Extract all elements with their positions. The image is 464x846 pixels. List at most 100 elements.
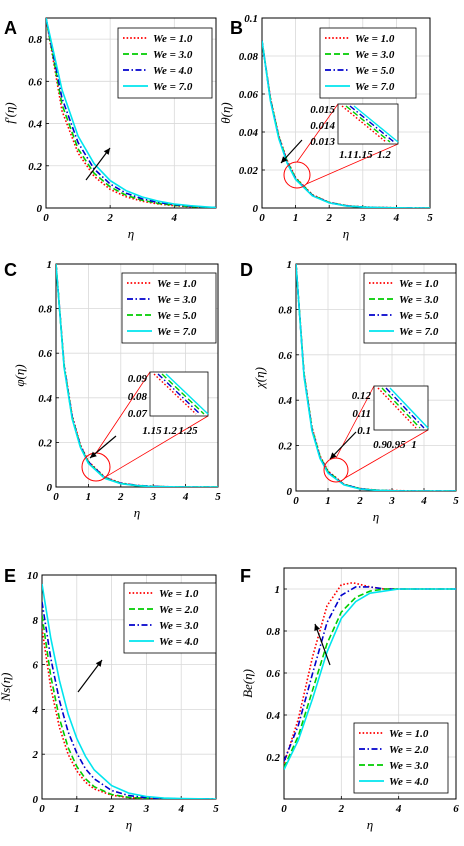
trend-arrow xyxy=(85,147,111,181)
x-tick-label: 0 xyxy=(53,491,59,503)
inset-x-tick-label: 1.15 xyxy=(142,425,162,437)
y-tick-label: 0.8 xyxy=(38,304,52,316)
arrow-head xyxy=(90,451,97,458)
y-tick-label: 0 xyxy=(287,486,293,498)
x-tick-label: 5 xyxy=(453,495,459,507)
zoom-inset: 0.12 0.11 0.10.9 0.95 1 xyxy=(323,385,429,483)
legend-entry: We = 3.0 xyxy=(159,620,199,632)
series-line-4 xyxy=(296,264,456,491)
legend: We = 1.0 We = 2.0 We = 3.0 We = 4.0 xyxy=(353,722,449,794)
x-axis-label: η xyxy=(134,505,140,520)
arrow-head xyxy=(103,148,110,155)
series-line-4 xyxy=(284,588,456,770)
panel-label: C xyxy=(4,260,17,280)
legend-entry: We = 7.0 xyxy=(153,81,193,93)
inset-x-tick-label: 1.1 xyxy=(339,149,353,161)
panel-label: A xyxy=(4,18,17,38)
x-axis-label: η xyxy=(343,226,349,241)
y-tick-label: 0.8 xyxy=(266,626,280,638)
x-tick-label: 2 xyxy=(106,212,113,224)
inset-y-tick-label: 0.07 xyxy=(128,408,148,420)
series-line-3 xyxy=(46,18,216,208)
x-axis-label: η xyxy=(367,817,373,832)
series-line-4 xyxy=(56,264,218,487)
legend-entry: We = 3.0 xyxy=(157,294,197,306)
inset-x-tick-label: 0.95 xyxy=(386,439,406,451)
x-tick-label: 4 xyxy=(420,495,427,507)
y-tick-label: 0.4 xyxy=(278,395,292,407)
y-axis-label: f′(η) xyxy=(2,102,17,124)
legend-entry: We = 7.0 xyxy=(399,326,439,338)
legend-entry: We = 4.0 xyxy=(389,776,429,788)
series-line-2 xyxy=(284,586,456,762)
legend: We = 1.0 We = 3.0 We = 5.0 We = 7.0 xyxy=(363,272,457,344)
zoom-connector xyxy=(296,103,339,163)
x-axis-label: η xyxy=(128,226,134,241)
y-tick-label: 1 xyxy=(275,584,281,596)
inset-y-tick-label: 0.1 xyxy=(357,425,371,437)
y-tick-label: 0 xyxy=(253,203,259,215)
y-axis-label: φ(η) xyxy=(12,364,27,386)
y-tick-label: 0.6 xyxy=(28,76,42,88)
inset-x-tick-label: 1.2 xyxy=(163,425,177,437)
legend-entry: We = 3.0 xyxy=(153,49,193,61)
inset-y-tick-label: 0.12 xyxy=(352,390,372,402)
panel-F: F 0 2 4 6 0.2 0.4 0.6 0.8 1 η Be(η) We = 1.0 We = 2.0… xyxy=(240,566,459,832)
inset-series-3 xyxy=(385,387,425,429)
x-tick-label: 3 xyxy=(388,495,395,507)
x-tick-label: 1 xyxy=(293,212,299,224)
series-line-3 xyxy=(42,601,216,799)
x-tick-label: 0 xyxy=(293,495,299,507)
inset-x-tick-label: 1 xyxy=(411,439,417,451)
inset-series-1 xyxy=(153,373,197,415)
y-tick-label: 0.8 xyxy=(278,304,292,316)
y-tick-label: 10 xyxy=(27,570,39,582)
y-tick-label: 8 xyxy=(33,615,39,627)
axes-frame xyxy=(41,574,217,800)
legend: We = 1.0 We = 3.0 We = 5.0 We = 7.0 xyxy=(121,272,217,344)
zoom-connector xyxy=(95,371,151,454)
inset-y-tick-label: 0.015 xyxy=(310,104,335,116)
x-tick-label: 5 xyxy=(213,803,219,815)
y-tick-label: 0.4 xyxy=(28,119,42,131)
axes-frame xyxy=(261,17,431,209)
legend-entry: We = 1.0 xyxy=(355,33,395,45)
arrow-head xyxy=(281,156,288,163)
y-tick-label: 6 xyxy=(33,660,39,672)
y-axis-label: χ(η) xyxy=(252,367,267,390)
y-tick-label: 0.1 xyxy=(244,13,258,25)
series-line-4 xyxy=(42,583,216,799)
inset-x-tick-label: 1.2 xyxy=(377,149,391,161)
zoom-inset: 0.09 0.08 0.07 1.15 1.2 1.25 xyxy=(81,371,209,482)
legend-entry: We = 2.0 xyxy=(389,744,429,756)
inset-series-4 xyxy=(353,105,399,143)
zoom-connector xyxy=(344,429,429,479)
legend-entry: We = 1.0 xyxy=(159,588,199,600)
legend-entry: We = 1.0 xyxy=(399,278,439,290)
y-tick-label: 0 xyxy=(47,482,53,494)
inset-series-4 xyxy=(165,373,209,415)
inset-y-tick-label: 0.09 xyxy=(128,373,148,385)
x-tick-label: 2 xyxy=(108,803,115,815)
trend-arrow xyxy=(280,139,303,164)
x-tick-label: 4 xyxy=(171,212,178,224)
trend-arrow xyxy=(89,435,117,459)
zoom-connector xyxy=(305,143,399,185)
zoom-inset: 0.015 0.014 0.013 1.1 1.15 1.2 xyxy=(283,103,399,189)
y-tick-label: 0.6 xyxy=(38,348,52,360)
legend-entry: We = 3.0 xyxy=(399,294,439,306)
y-tick-label: 0.2 xyxy=(278,441,292,453)
y-tick-label: 0.6 xyxy=(278,350,292,362)
inset-series-4 xyxy=(389,387,429,429)
legend: We = 1.0 We = 3.0 We = 5.0 We = 7.0 xyxy=(319,27,417,99)
y-tick-label: 0.2 xyxy=(266,752,280,764)
panel-label: F xyxy=(240,566,251,586)
panel-label: E xyxy=(4,566,16,586)
series-line-4 xyxy=(46,18,216,208)
inset-x-tick-label: 1.25 xyxy=(178,425,198,437)
series-line-3 xyxy=(284,588,456,768)
inset-series-2 xyxy=(381,387,421,429)
x-tick-label: 5 xyxy=(427,212,433,224)
